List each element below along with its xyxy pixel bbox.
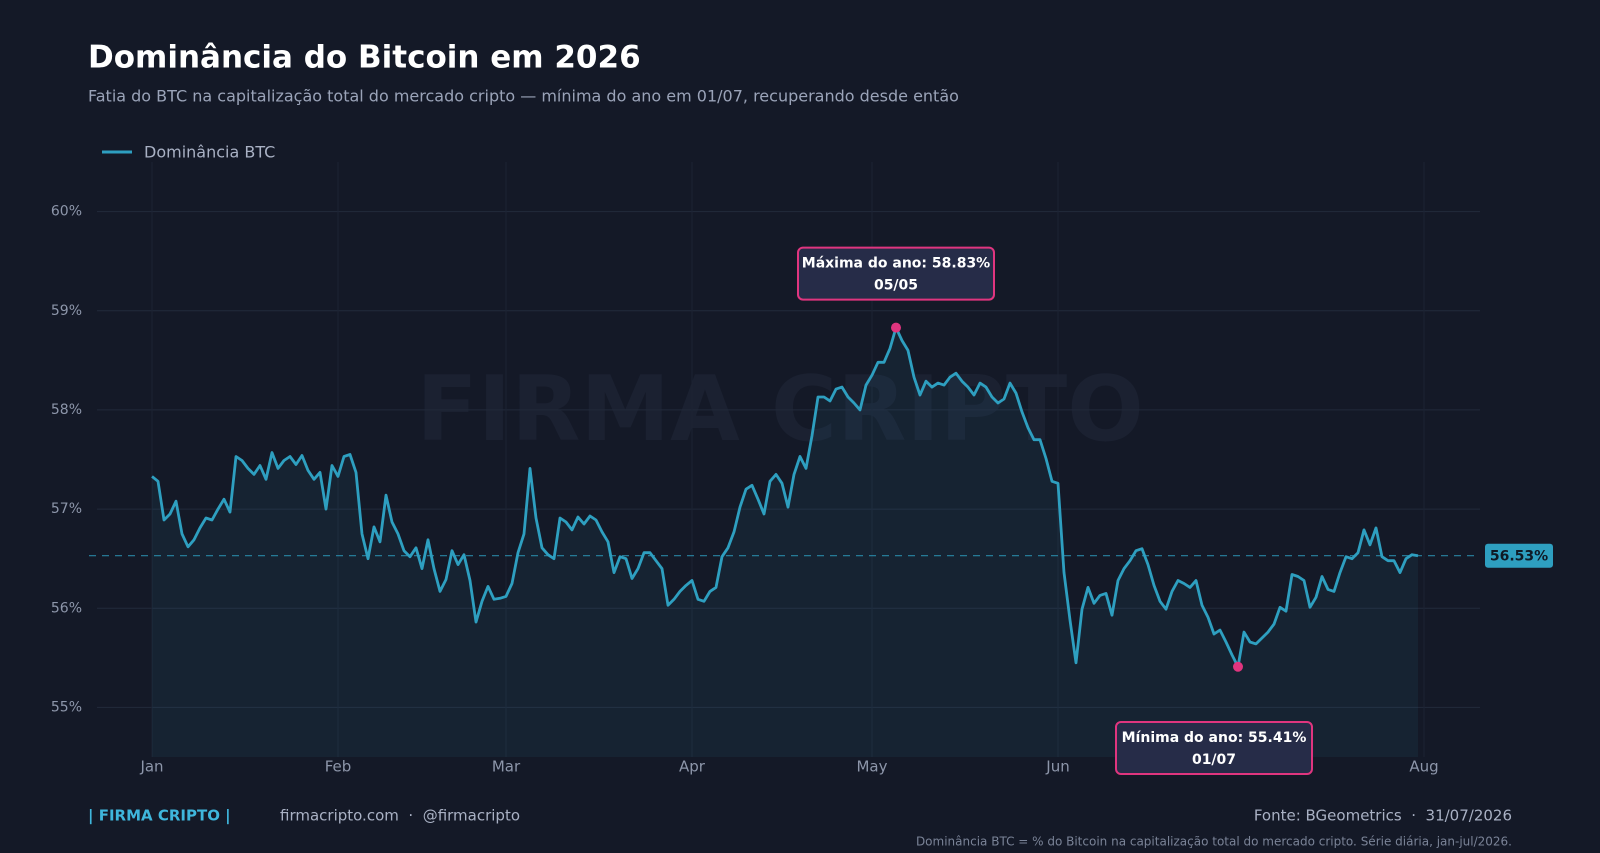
y-tick-label: 56%: [51, 600, 82, 616]
annotation-label: Máxima do ano: 58.83%: [802, 256, 990, 272]
legend-label: Dominância BTC: [144, 143, 275, 162]
chart-title: Dominância do Bitcoin em 2026: [88, 40, 641, 76]
footer-brand: | FIRMA CRIPTO |: [88, 807, 231, 826]
footer-note: Dominância BTC = % do Bitcoin na capital…: [916, 835, 1512, 849]
x-tick-label: May: [856, 758, 887, 776]
footer-links: firmacripto.com · @firmacripto: [280, 807, 520, 825]
annotation-box: [797, 246, 995, 301]
x-tick-label: Mar: [492, 758, 521, 776]
y-tick-label: 59%: [51, 303, 82, 319]
reference-label: 56.53%: [1490, 549, 1548, 565]
reference-badge: [1485, 543, 1553, 568]
y-tick-label: 60%: [51, 204, 82, 220]
annotation-point: [1233, 661, 1243, 672]
y-tick-label: 55%: [51, 699, 82, 715]
x-tick-label: Jun: [1045, 758, 1069, 776]
footer-source: Fonte: BGeometrics · 31/07/2026: [1254, 807, 1512, 825]
x-tick-label: Feb: [325, 758, 352, 776]
annotation-date: 05/05: [874, 278, 918, 294]
x-tick-label: Apr: [679, 758, 706, 776]
y-tick-label: 58%: [51, 402, 82, 418]
annotation-label: Mínima do ano: 55.41%: [1122, 730, 1307, 746]
x-tick-label: Jan: [139, 758, 163, 776]
annotation-box: [1115, 721, 1313, 775]
annotation-point: [891, 322, 901, 333]
grid: [97, 162, 1480, 757]
area: [152, 327, 1418, 757]
line: [151, 326, 1419, 669]
annotation-date: 01/07: [1192, 752, 1236, 768]
chart-subtitle: Fatia do BTC na capitalização total do m…: [88, 87, 959, 106]
y-tick-label: 57%: [51, 501, 82, 517]
x-tick-label: Aug: [1409, 758, 1438, 776]
